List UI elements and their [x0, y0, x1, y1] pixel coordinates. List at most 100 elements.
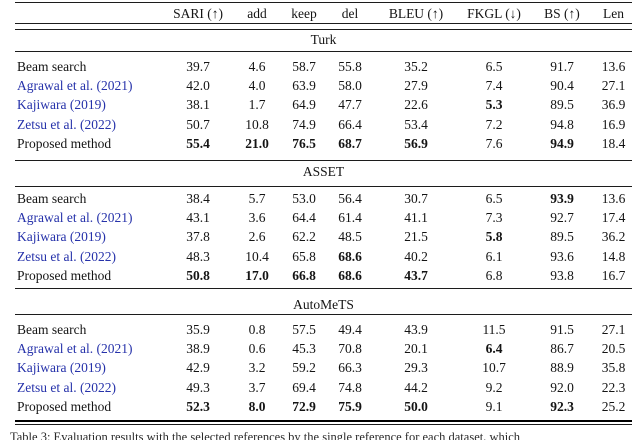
citation-link[interactable]: Kajiwara (2019)	[17, 229, 106, 245]
metric-value: 6.8	[485, 268, 503, 284]
metric-value: 58.0	[338, 78, 362, 94]
metric-value: 50.7	[186, 116, 210, 132]
metric-value: 1.7	[248, 97, 266, 113]
metric-value: 89.5	[550, 97, 574, 113]
metric-value: 48.5	[338, 229, 362, 245]
metric-value: 39.7	[186, 58, 210, 74]
metric-value: 10.8	[245, 116, 269, 132]
metric-value: 66.3	[338, 360, 362, 376]
column-header: BS (↑)	[544, 5, 580, 21]
metric-value: 93.9	[550, 190, 574, 206]
metric-value: 22.3	[601, 379, 626, 395]
table-rule-section2-top	[15, 186, 632, 187]
metric-value: 45.3	[292, 341, 316, 357]
column-header: keep	[291, 5, 317, 21]
metric-value: 38.1	[186, 97, 210, 113]
citation-link[interactable]: Agrawal et al. (2021)	[17, 78, 133, 94]
table-row: Zetsu et al. (2022) 50.7 10.8 74.9 66.4 53.4 7…	[15, 115, 632, 134]
metric-value: 68.6	[338, 268, 362, 284]
metric-value: 6.5	[485, 58, 503, 74]
metric-value: 92.7	[550, 210, 574, 226]
column-header: SARI (↑)	[173, 5, 223, 21]
metric-value: 49.3	[186, 379, 210, 395]
metric-value: 27.1	[601, 78, 626, 94]
table-row: Kajiwara (2019) 38.1 1.7 64.9 47.7 22.6 5.3 89.…	[15, 96, 632, 115]
metric-value: 40.2	[404, 248, 428, 264]
metric-value: 53.4	[404, 116, 428, 132]
table-rule-bottom-double-1	[15, 420, 632, 422]
section-rows-asset: Beam search 38.4 5.7 53.0 56.4 30.7 6.5 93.9 13.…	[15, 189, 632, 286]
metric-value: 93.6	[550, 248, 574, 264]
citation-link[interactable]: Kajiwara (2019)	[17, 97, 106, 113]
metric-value: 4.6	[248, 58, 266, 74]
table-rule-section1-bottom	[15, 160, 632, 161]
metric-value: 86.7	[550, 341, 574, 357]
table-row: Proposed method 52.3 8.0 72.9 75.9 50.0 9.1 92.…	[15, 398, 632, 417]
metric-value: 30.7	[404, 190, 428, 206]
citation-link[interactable]: Agrawal et al. (2021)	[17, 210, 133, 226]
metric-value: 66.4	[338, 116, 362, 132]
method-label: Proposed method	[17, 399, 112, 415]
metric-value: 76.5	[292, 136, 316, 152]
table-row: Kajiwara (2019) 37.8 2.6 62.2 48.5 21.5 5.8 89.…	[15, 228, 632, 247]
metric-value: 16.9	[601, 116, 626, 132]
method-label: Beam search	[17, 190, 87, 206]
metric-value: 55.4	[186, 136, 210, 152]
metric-value: 75.9	[338, 399, 362, 415]
metric-value: 68.6	[338, 248, 362, 264]
table-rule-section1-top	[15, 51, 632, 52]
metric-value: 68.7	[338, 136, 362, 152]
table-rule-top	[15, 2, 632, 3]
metric-value: 10.4	[245, 248, 269, 264]
column-header: add	[247, 5, 267, 21]
metric-value: 42.0	[186, 78, 210, 94]
metric-value: 44.2	[404, 379, 428, 395]
metric-value: 94.9	[550, 136, 574, 152]
metric-value: 10.7	[482, 360, 506, 376]
metric-value: 88.9	[550, 360, 574, 376]
method-label: Proposed method	[17, 268, 112, 284]
metric-value: 74.9	[292, 116, 316, 132]
metric-value: 0.8	[248, 321, 266, 337]
metric-value: 63.9	[292, 78, 316, 94]
metric-value: 50.0	[404, 399, 428, 415]
table-header-row: SARI (↑) add keep del BLEU (↑) FKGL (↓) BS (↑)…	[15, 5, 632, 22]
metric-value: 36.9	[601, 97, 626, 113]
metric-value: 18.4	[601, 136, 626, 152]
metric-value: 35.8	[601, 360, 626, 376]
metric-value: 53.0	[292, 190, 316, 206]
table-row: Agrawal et al. (2021) 43.1 3.6 64.4 61.4 41.1…	[15, 208, 632, 227]
metric-value: 9.1	[485, 399, 503, 415]
citation-link[interactable]: Kajiwara (2019)	[17, 360, 106, 376]
citation-link[interactable]: Zetsu et al. (2022)	[17, 248, 116, 264]
metric-value: 7.6	[485, 136, 503, 152]
metric-value: 5.8	[485, 229, 503, 245]
table-rule-bottom-double-2	[15, 424, 632, 425]
metric-value: 35.2	[404, 58, 428, 74]
metric-value: 43.1	[186, 210, 210, 226]
metric-value: 37.8	[186, 229, 210, 245]
citation-link[interactable]: Zetsu et al. (2022)	[17, 116, 116, 132]
table-row: Beam search 39.7 4.6 58.7 55.8 35.2 6.5 91.7 13.…	[15, 57, 632, 76]
metric-value: 58.7	[292, 58, 316, 74]
metric-value: 72.9	[292, 399, 316, 415]
table-row: Beam search 38.4 5.7 53.0 56.4 30.7 6.5 93.9 13.…	[15, 189, 632, 208]
metric-value: 5.7	[248, 190, 266, 206]
metric-value: 91.5	[550, 321, 574, 337]
metric-value: 22.6	[404, 97, 428, 113]
metric-value: 21.0	[245, 136, 269, 152]
table-rule-section3-top	[15, 314, 632, 315]
section-rows-turk: Beam search 39.7 4.6 58.7 55.8 35.2 6.5 91.7 13.…	[15, 57, 632, 154]
table-caption: Table 3: Evaluation results with the sel…	[10, 430, 521, 440]
metric-value: 17.0	[245, 268, 269, 284]
metric-value: 89.5	[550, 229, 574, 245]
metric-value: 0.6	[248, 341, 266, 357]
metric-value: 7.2	[485, 116, 503, 132]
metric-value: 59.2	[292, 360, 316, 376]
metric-value: 93.8	[550, 268, 574, 284]
citation-link[interactable]: Zetsu et al. (2022)	[17, 379, 116, 395]
metric-value: 48.3	[186, 248, 210, 264]
citation-link[interactable]: Agrawal et al. (2021)	[17, 341, 133, 357]
metric-value: 56.4	[338, 190, 362, 206]
column-header: BLEU (↑)	[388, 5, 444, 21]
